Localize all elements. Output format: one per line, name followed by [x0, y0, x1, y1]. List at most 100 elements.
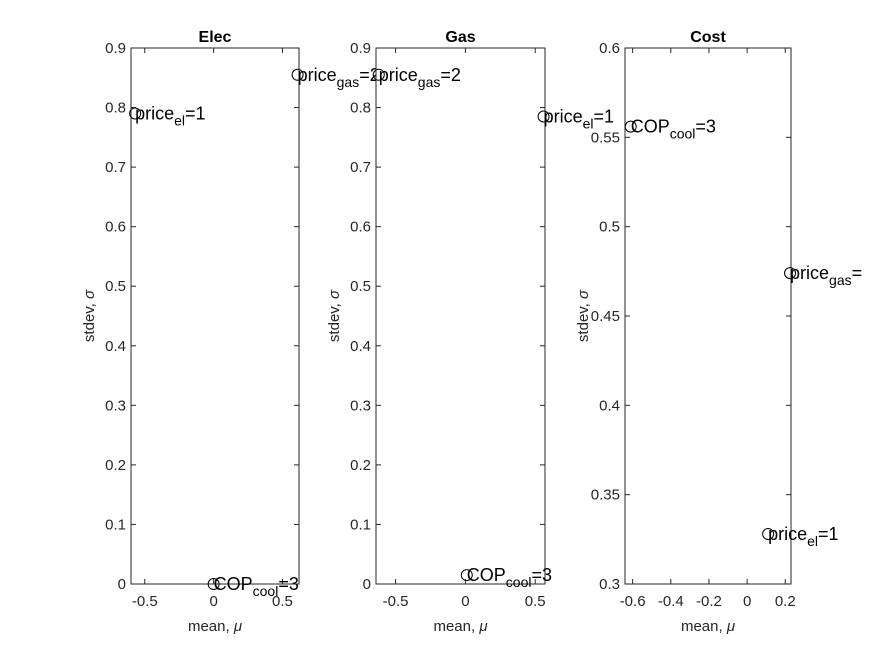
data-point: [129, 107, 142, 120]
x-tick-label: -0.5: [383, 593, 409, 610]
chart-title: Gas: [445, 29, 475, 46]
point-annotation-subscript: gas: [337, 74, 360, 90]
point-annotation-label: price: [298, 65, 337, 85]
y-tick-label: 0: [363, 576, 371, 593]
x-tick-label: -0.4: [658, 593, 684, 610]
y-axis-label-text: stdev,: [81, 299, 98, 342]
point-annotation-subscript: gas: [418, 74, 441, 90]
y-tick-label: 0.2: [350, 457, 371, 474]
y-axis-label-symbol: σ: [81, 289, 98, 299]
point-annotation-suffix: =2: [359, 65, 380, 85]
y-tick-label: 0: [118, 576, 126, 593]
data-point: [784, 267, 797, 280]
y-tick-label: 0.7: [350, 159, 371, 176]
point-annotation-label: COP: [631, 117, 670, 137]
x-axis-label: mean, μ: [681, 618, 735, 635]
data-point: [291, 68, 304, 81]
data-point: [762, 527, 775, 540]
axes-box: [130, 47, 300, 585]
y-axis-label: stdev, σ: [81, 289, 98, 342]
point-annotation-subscript: cool: [253, 583, 279, 599]
point-annotation-label: COP: [467, 565, 506, 585]
point-annotation: priceel=1: [544, 106, 614, 131]
y-tick-label: 0.9: [350, 40, 371, 57]
point-annotation-label: price: [768, 524, 807, 544]
point-annotation: priceel=1: [135, 104, 205, 129]
y-tick-label: 0.8: [105, 100, 126, 117]
y-tick-label: 0.5: [350, 278, 371, 295]
data-point: [207, 578, 220, 590]
x-axis-label-symbol: μ: [726, 618, 735, 635]
x-tick-label: -0.5: [132, 593, 158, 610]
y-tick-label: 0.9: [105, 40, 126, 57]
y-axis-label: stdev, σ: [326, 289, 343, 342]
y-tick-label: 0.3: [105, 397, 126, 414]
panel-cost: 0.3 0.35 0.4 0.45 0.5 0.55 0.6 -0.6 -0.4 -0.2 0 0.2…: [575, 29, 862, 635]
data-point: [537, 110, 550, 123]
point-annotation: pricegas=2: [298, 65, 380, 90]
data-point: [372, 68, 385, 81]
point-annotation-label: price: [544, 106, 583, 126]
y-axis-label-text: stdev,: [326, 299, 343, 342]
y-tick-label: 0.1: [105, 516, 126, 533]
x-tick-label: -0.6: [620, 593, 646, 610]
chart-title: Elec: [199, 29, 232, 46]
x-tick-label: 0: [209, 593, 217, 610]
y-tick-label: 0.4: [599, 397, 620, 414]
y-axis-label-symbol: σ: [326, 289, 343, 299]
point-annotation-subscript: el: [174, 113, 185, 129]
x-tick-label: 0.5: [272, 593, 293, 610]
point-annotation-subscript: cool: [506, 574, 532, 590]
point-annotation-suffix: =1: [185, 104, 206, 124]
y-tick-label: 0.55: [591, 129, 620, 146]
x-tick-label: 0: [743, 593, 751, 610]
point-annotation-label: price: [135, 104, 174, 124]
axes-box: [624, 47, 792, 585]
point-annotation-label: price: [790, 263, 829, 283]
y-axis-label-symbol: σ: [575, 289, 592, 299]
point-annotation-subscript: el: [583, 115, 594, 131]
x-axis-label-text: mean,: [433, 618, 479, 635]
point-annotation-suffix: =2: [440, 65, 461, 85]
point-annotation: pricegas=: [790, 263, 862, 288]
y-tick-label: 0.35: [591, 487, 620, 504]
x-axis-label-text: mean,: [188, 618, 234, 635]
x-axis-label: mean, μ: [188, 618, 242, 635]
data-point: [460, 569, 473, 582]
panel-elec: 0 0.1 0.2 0.3 0.4 0.5 0.6 0.7 0.8 0.9 -0.5 0 0.5 Elec…: [81, 29, 380, 635]
point-annotation-subscript: el: [807, 533, 818, 549]
point-annotation: COPcool=3: [214, 574, 299, 599]
point-annotation-suffix: =3: [695, 117, 716, 137]
y-tick-label: 0.4: [105, 338, 126, 355]
y-tick-label: 0.3: [599, 576, 620, 593]
x-axis-label-text: mean,: [681, 618, 727, 635]
point-annotation: priceel=1: [768, 524, 838, 549]
y-tick-label: 0.8: [350, 100, 371, 117]
y-tick-label: 0.4: [350, 338, 371, 355]
x-axis-label-symbol: μ: [233, 618, 242, 635]
x-tick-label: 0.2: [775, 593, 796, 610]
axes-box: [375, 47, 546, 585]
y-axis-label: stdev, σ: [575, 289, 592, 342]
y-tick-label: 0.7: [105, 159, 126, 176]
y-tick-label: 0.3: [350, 397, 371, 414]
y-tick-label: 0.6: [105, 219, 126, 236]
point-annotation: COPcool=3: [467, 565, 552, 590]
y-axis-label-text: stdev,: [575, 299, 592, 342]
point-annotation-suffix: =1: [818, 524, 839, 544]
point-annotation-subscript: gas: [829, 272, 852, 288]
y-tick-label: 0.6: [350, 219, 371, 236]
point-annotation-label: COP: [214, 574, 253, 594]
data-point: [624, 120, 637, 133]
chart-title: Cost: [690, 29, 726, 46]
point-annotation-suffix: =: [852, 263, 863, 283]
point-annotation-suffix: =1: [594, 106, 615, 126]
point-annotation-subscript: cool: [670, 126, 696, 142]
x-tick-label: -0.2: [696, 593, 722, 610]
y-tick-label: 0.1: [350, 516, 371, 533]
point-annotation: pricegas=2: [379, 65, 461, 90]
point-annotation: COPcool=3: [631, 117, 716, 142]
x-axis-label-symbol: μ: [478, 618, 487, 635]
panel-gas: 0 0.1 0.2 0.3 0.4 0.5 0.6 0.7 0.8 0.9 -0.5 0 0.5 Gas m…: [326, 29, 614, 635]
